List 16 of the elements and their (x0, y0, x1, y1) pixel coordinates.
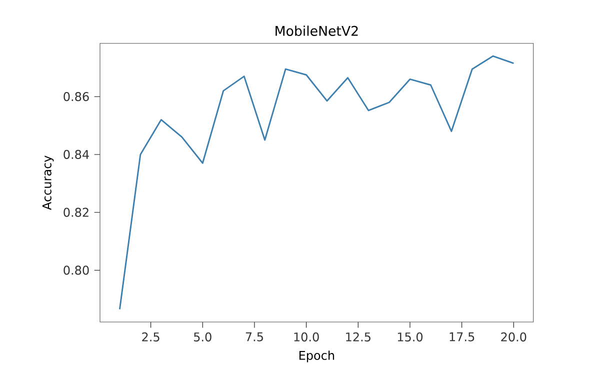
x-tick-label: 15.0 (398, 332, 423, 342)
y-tick-label: 0.86 (64, 92, 89, 102)
x-tick-label: 10.0 (294, 332, 319, 342)
y-tick-label: 0.84 (64, 150, 89, 159)
x-tick-label: 5.0 (194, 332, 212, 342)
y-axis-title: Accuracy (42, 156, 54, 210)
y-tick-label: 0.82 (64, 208, 88, 217)
x-tick-label: 20.0 (501, 332, 526, 342)
line-series (118, 55, 514, 310)
chart-title: MobileNetV2 (276, 26, 358, 36)
x-tick-label: 2.5 (142, 332, 160, 342)
y-tick-label: 0.80 (64, 266, 89, 275)
x-tick-label: 12.5 (346, 332, 370, 342)
x-tick-label: 7.5 (246, 332, 263, 342)
x-axis-title: Epoch (299, 350, 334, 362)
x-tick-label: 17.5 (450, 332, 474, 342)
